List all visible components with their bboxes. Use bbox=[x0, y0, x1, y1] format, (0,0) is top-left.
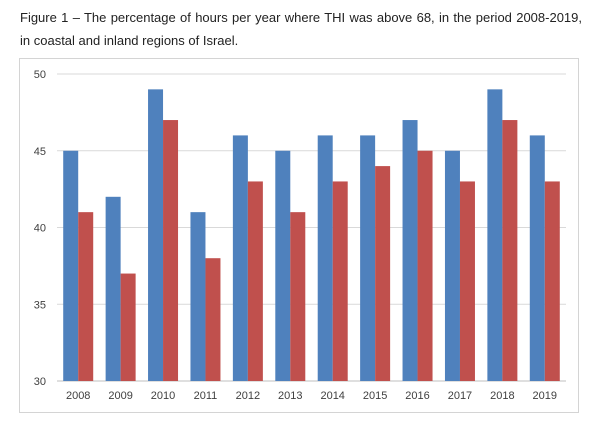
bar-series-1-2009 bbox=[105, 196, 121, 381]
bar-series-1-2010 bbox=[148, 89, 164, 381]
gridlines bbox=[57, 73, 566, 382]
x-tick-label: 2011 bbox=[194, 390, 218, 402]
bar-series-1-2008 bbox=[63, 150, 79, 381]
x-tick-label: 2010 bbox=[151, 390, 175, 402]
x-tick-label: 2013 bbox=[278, 390, 302, 402]
bar-series-2-2019 bbox=[544, 181, 560, 381]
bars bbox=[63, 89, 560, 382]
bar-series-2-2011 bbox=[205, 258, 221, 381]
x-tick-label: 2015 bbox=[363, 390, 387, 402]
bar-series-2-2012 bbox=[247, 181, 263, 381]
x-tick-label: 2019 bbox=[533, 390, 557, 402]
bar-series-1-2012 bbox=[232, 135, 248, 381]
figure-caption: Figure 1 – The percentage of hours per y… bbox=[20, 10, 582, 48]
x-tick-label: 2008 bbox=[66, 390, 90, 402]
bar-series-2-2017 bbox=[459, 181, 475, 381]
bar-series-2-2018 bbox=[502, 120, 518, 382]
bar-series-1-2013 bbox=[275, 150, 291, 381]
bar-series-2-2016 bbox=[417, 150, 433, 381]
y-tick-label: 30 bbox=[34, 376, 46, 388]
bar-series-1-2015 bbox=[360, 135, 376, 381]
bar-series-1-2014 bbox=[317, 135, 333, 381]
bar-series-2-2010 bbox=[163, 120, 179, 382]
bar-series-1-2017 bbox=[444, 150, 460, 381]
bar-series-2-2014 bbox=[332, 181, 348, 381]
x-tick-label: 2009 bbox=[108, 390, 132, 402]
y-tick-label: 45 bbox=[34, 146, 46, 158]
bar-series-2-2009 bbox=[120, 273, 136, 381]
y-tick-label: 35 bbox=[34, 299, 46, 311]
bar-series-1-2018 bbox=[487, 89, 503, 381]
x-tick-label: 2018 bbox=[490, 390, 514, 402]
bar-series-1-2011 bbox=[190, 212, 206, 381]
x-tick-label: 2012 bbox=[236, 390, 260, 402]
axes: 30 35 40 45 50 2008 2009 2010 2011 2012 2013 2014 20… bbox=[34, 69, 557, 402]
x-tick-label: 2017 bbox=[448, 390, 472, 402]
y-tick-label: 50 bbox=[34, 69, 46, 81]
x-tick-label: 2014 bbox=[320, 390, 344, 402]
bar-series-1-2016 bbox=[402, 120, 418, 382]
bar-series-2-2008 bbox=[78, 212, 94, 381]
y-tick-label: 40 bbox=[34, 223, 46, 235]
x-tick-label: 2016 bbox=[405, 390, 429, 402]
bar-series-1-2019 bbox=[529, 135, 545, 381]
bar-series-2-2015 bbox=[375, 166, 391, 381]
bar-series-2-2013 bbox=[290, 212, 306, 381]
